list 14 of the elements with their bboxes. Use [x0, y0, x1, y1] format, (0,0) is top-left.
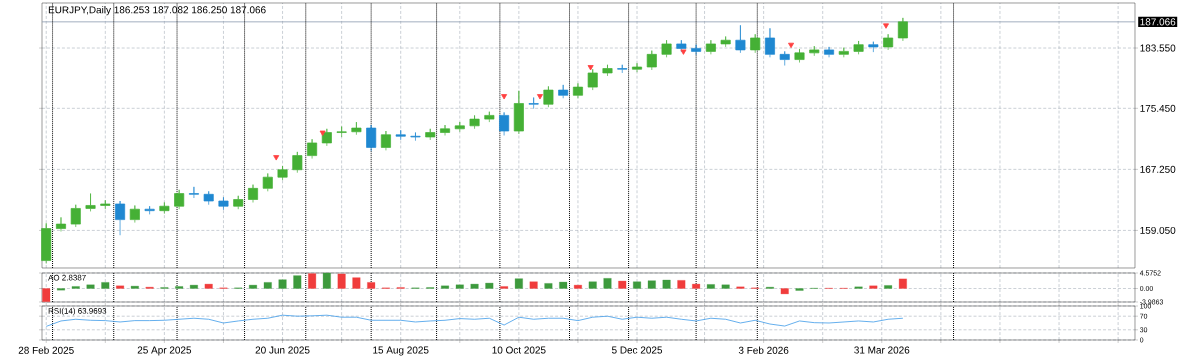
y-tick-label: 159.050	[1140, 226, 1176, 234]
x-tick-label: 31 Mar 2026	[854, 346, 910, 354]
ref-line-label: 187.066	[1140, 18, 1176, 26]
chart-title: EURJPY,Daily 186.253 187.082 186.250 187.066	[48, 6, 266, 16]
y-tick-label: 167.250	[1140, 165, 1176, 173]
x-tick-label: 25 Apr 2025	[137, 346, 192, 356]
y-tick-label: 183.550	[1140, 44, 1176, 52]
x-tick-label: 28 Feb 2025	[18, 346, 74, 354]
x-tick-label: 20 Jun 2025	[255, 346, 310, 354]
x-tick-label: 10 Oct 2025	[492, 346, 546, 354]
x-tick-label: 15 Aug 2025	[373, 346, 429, 356]
x-tick-label: 5 Dec 2025	[611, 346, 663, 354]
x-tick-label: 3 Feb 2026	[738, 346, 789, 354]
y-tick-label: 175.450	[1140, 104, 1176, 112]
